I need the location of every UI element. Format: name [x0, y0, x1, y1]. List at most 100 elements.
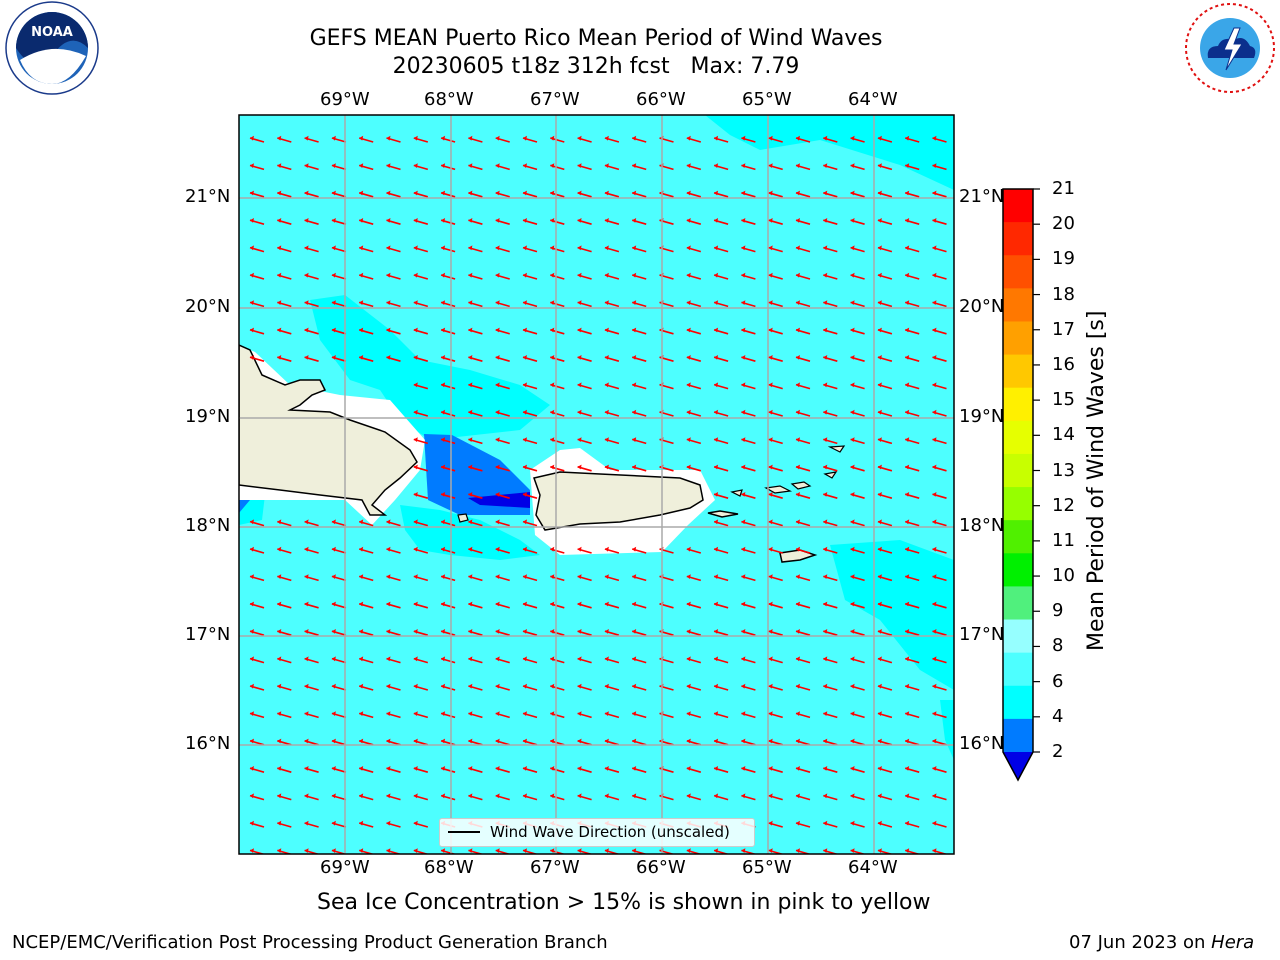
wind-arrow-head — [686, 135, 691, 141]
wind-arrow-head — [304, 245, 309, 251]
wind-arrow-head — [550, 163, 555, 168]
wind-arrow-head — [331, 601, 336, 607]
wind-arrow-head — [413, 355, 418, 360]
wind-arrow-head — [386, 519, 391, 525]
wind-arrow-head — [850, 163, 855, 168]
wind-arrow-head — [250, 272, 254, 278]
wind-arrow-head — [768, 683, 773, 689]
lat-label-left-16n: 16°N — [185, 733, 231, 754]
wind-arrow-head — [523, 355, 527, 360]
wind-arrow-head — [796, 464, 800, 470]
wind-arrow-head — [250, 601, 254, 607]
wind-arrow-head — [823, 546, 828, 552]
wind-arrow-head — [577, 683, 582, 689]
wind-arrow-head — [386, 218, 391, 223]
wind-arrow-head — [877, 218, 882, 223]
wind-arrow-head — [877, 546, 882, 552]
wind-arrow-head — [468, 163, 473, 168]
wind-arrow-head — [304, 574, 309, 579]
wind-arrow-head — [277, 629, 282, 634]
wind-arrow-head — [386, 135, 391, 141]
wind-arrow-head — [877, 464, 882, 470]
wind-arrow-head — [741, 245, 746, 251]
wind-arrow-head — [823, 492, 828, 497]
colorbar-tick-label: 10 — [1052, 565, 1075, 587]
wind-arrow-head — [714, 163, 719, 168]
wind-arrow-head — [850, 382, 855, 388]
wind-arrow-head — [741, 601, 746, 607]
wind-arrow-head — [523, 711, 527, 716]
wind-arrow-head — [441, 355, 446, 360]
wind-arrow-head — [768, 190, 773, 196]
wind-arrow-head — [686, 272, 691, 278]
wind-arrow-head — [768, 601, 773, 607]
wind-arrow-head — [413, 848, 418, 853]
wind-arrow-head — [932, 355, 937, 360]
hispaniola-land — [239, 344, 418, 516]
wind-arrow-head — [495, 409, 500, 415]
wind-arrow-head — [714, 519, 719, 525]
wind-arrow-head — [823, 218, 828, 223]
wind-arrow-head — [850, 656, 855, 662]
wind-arrow-head — [331, 711, 336, 716]
wind-arrow-head — [331, 738, 336, 744]
wind-arrow-head — [796, 629, 800, 634]
wind-arrow-head — [331, 629, 336, 634]
wind-arrow-head — [495, 711, 500, 716]
wind-arrow-head — [523, 793, 527, 799]
wind-arrow-head — [468, 738, 473, 744]
wind-arrow-head — [932, 245, 937, 251]
wind-arrow-head — [823, 519, 828, 525]
wind-arrow-head — [386, 574, 391, 579]
wind-arrow-head — [359, 327, 364, 333]
lon-label-bottom-64w: 64°W — [848, 857, 898, 878]
wind-arrow-head — [386, 656, 391, 662]
wind-arrow-head — [250, 629, 254, 634]
wind-arrow-head — [331, 766, 336, 771]
wind-arrow-head — [905, 135, 910, 141]
wind-arrow-head — [714, 546, 719, 552]
wind-arrow-head — [768, 848, 773, 853]
wind-arrow-head — [796, 437, 800, 442]
wind-arrow-head — [932, 738, 937, 744]
wind-arrow-head — [632, 464, 637, 470]
wind-arrow-head — [441, 738, 446, 744]
wind-arrow-head — [277, 683, 282, 689]
colorbar-tick-label: 6 — [1052, 670, 1064, 692]
wind-arrow-head — [850, 519, 855, 525]
lat-label-right-21n: 21°N — [959, 186, 1005, 207]
wind-arrow-head — [495, 272, 500, 278]
wind-arrow-head — [277, 355, 282, 360]
wind-arrow-head — [495, 355, 500, 360]
lon-label-bottom-66w: 66°W — [636, 857, 686, 878]
wind-arrow-head — [768, 711, 773, 716]
wind-arrow-head — [632, 711, 637, 716]
wind-arrow-head — [577, 190, 582, 196]
wind-arrow-head — [441, 492, 446, 497]
wind-arrow-head — [304, 300, 309, 305]
wind-arrow-head — [932, 629, 937, 634]
wind-arrow-head — [796, 766, 800, 771]
wind-arrow-head — [550, 272, 555, 278]
mona-island-land — [457, 513, 469, 523]
wind-arrow-head — [714, 437, 719, 442]
wind-arrow-head — [714, 300, 719, 305]
wind-arrow-head — [741, 327, 746, 333]
wind-arrow-head — [277, 711, 282, 716]
wind-arrow-head — [386, 300, 391, 305]
wind-arrow-head — [331, 848, 336, 853]
wind-arrow-head — [523, 409, 527, 415]
wind-arrow-head — [441, 163, 446, 168]
wind-arrow-head — [905, 738, 910, 744]
wind-arrow-head — [277, 327, 282, 333]
wind-arrow-head — [304, 766, 309, 771]
wind-arrow-head — [823, 163, 828, 168]
wind-arrow-head — [468, 656, 473, 662]
wind-arrow-head — [714, 601, 719, 607]
period-patch-mona-north — [310, 295, 550, 440]
wind-arrow-head — [768, 272, 773, 278]
wind-arrow-head — [741, 218, 746, 223]
wind-arrow-head — [714, 629, 719, 634]
wind-arrow-head — [741, 300, 746, 305]
wind-arrow-head — [768, 464, 773, 470]
